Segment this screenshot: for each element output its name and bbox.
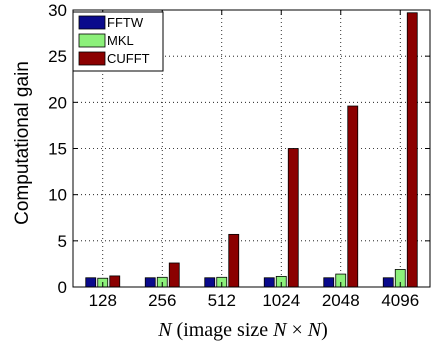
- bar-fftw-2048: [323, 277, 335, 288]
- legend: FFTW MKL CUFFT: [72, 11, 164, 72]
- y-tick-label: 30: [48, 1, 67, 20]
- tick-labels: 0 5 10 15 20 25 30 128 256 512 1024 2048 4096: [48, 1, 419, 310]
- y-tick-label: 20: [48, 93, 67, 112]
- y-tick-label: 5: [58, 232, 67, 251]
- x-axis-label-close: ): [321, 319, 328, 341]
- y-tick-label: 15: [48, 140, 67, 159]
- x-tick-label: 256: [148, 291, 176, 310]
- y-axis-label: Computational gain: [12, 61, 33, 225]
- x-axis-label-mid: (image size: [172, 319, 274, 341]
- bar-cufft-256: [168, 262, 180, 288]
- y-tick-label: 25: [48, 47, 67, 66]
- legend-swatch-mkl: [78, 33, 106, 48]
- y-tick-label: 0: [58, 278, 67, 297]
- y-tick-label: 10: [48, 186, 67, 205]
- bar-cufft-128: [109, 275, 121, 288]
- x-axis-label-n2: N: [272, 319, 288, 341]
- x-axis-label-n: N: [157, 319, 173, 341]
- x-tick-label: 1024: [262, 291, 300, 310]
- bar-cufft-2048: [347, 105, 359, 288]
- bar-cufft-4096: [406, 12, 418, 288]
- bar-fftw-128: [85, 277, 97, 288]
- x-tick-label: 128: [89, 291, 117, 310]
- bar-fftw-1024: [263, 277, 275, 288]
- legend-label-fftw: FFTW: [107, 15, 144, 30]
- legend-swatch-cufft: [78, 51, 106, 66]
- bar-fftw-512: [204, 277, 216, 288]
- x-axis-label-times: ×: [287, 319, 308, 341]
- bar-cufft-1024: [287, 148, 299, 288]
- x-tick-label: 512: [208, 291, 236, 310]
- x-axis-label: N (image size N × N): [157, 319, 328, 341]
- x-axis-label-n3: N: [307, 319, 323, 341]
- legend-label-cufft: CUFFT: [107, 51, 150, 66]
- bar-fftw-4096: [382, 277, 394, 288]
- bar-fftw-256: [144, 277, 156, 288]
- x-tick-label: 4096: [381, 291, 419, 310]
- x-tick-label: 2048: [322, 291, 360, 310]
- legend-swatch-fftw: [78, 15, 106, 30]
- legend-label-mkl: MKL: [107, 33, 134, 48]
- bar-cufft-512: [228, 233, 240, 288]
